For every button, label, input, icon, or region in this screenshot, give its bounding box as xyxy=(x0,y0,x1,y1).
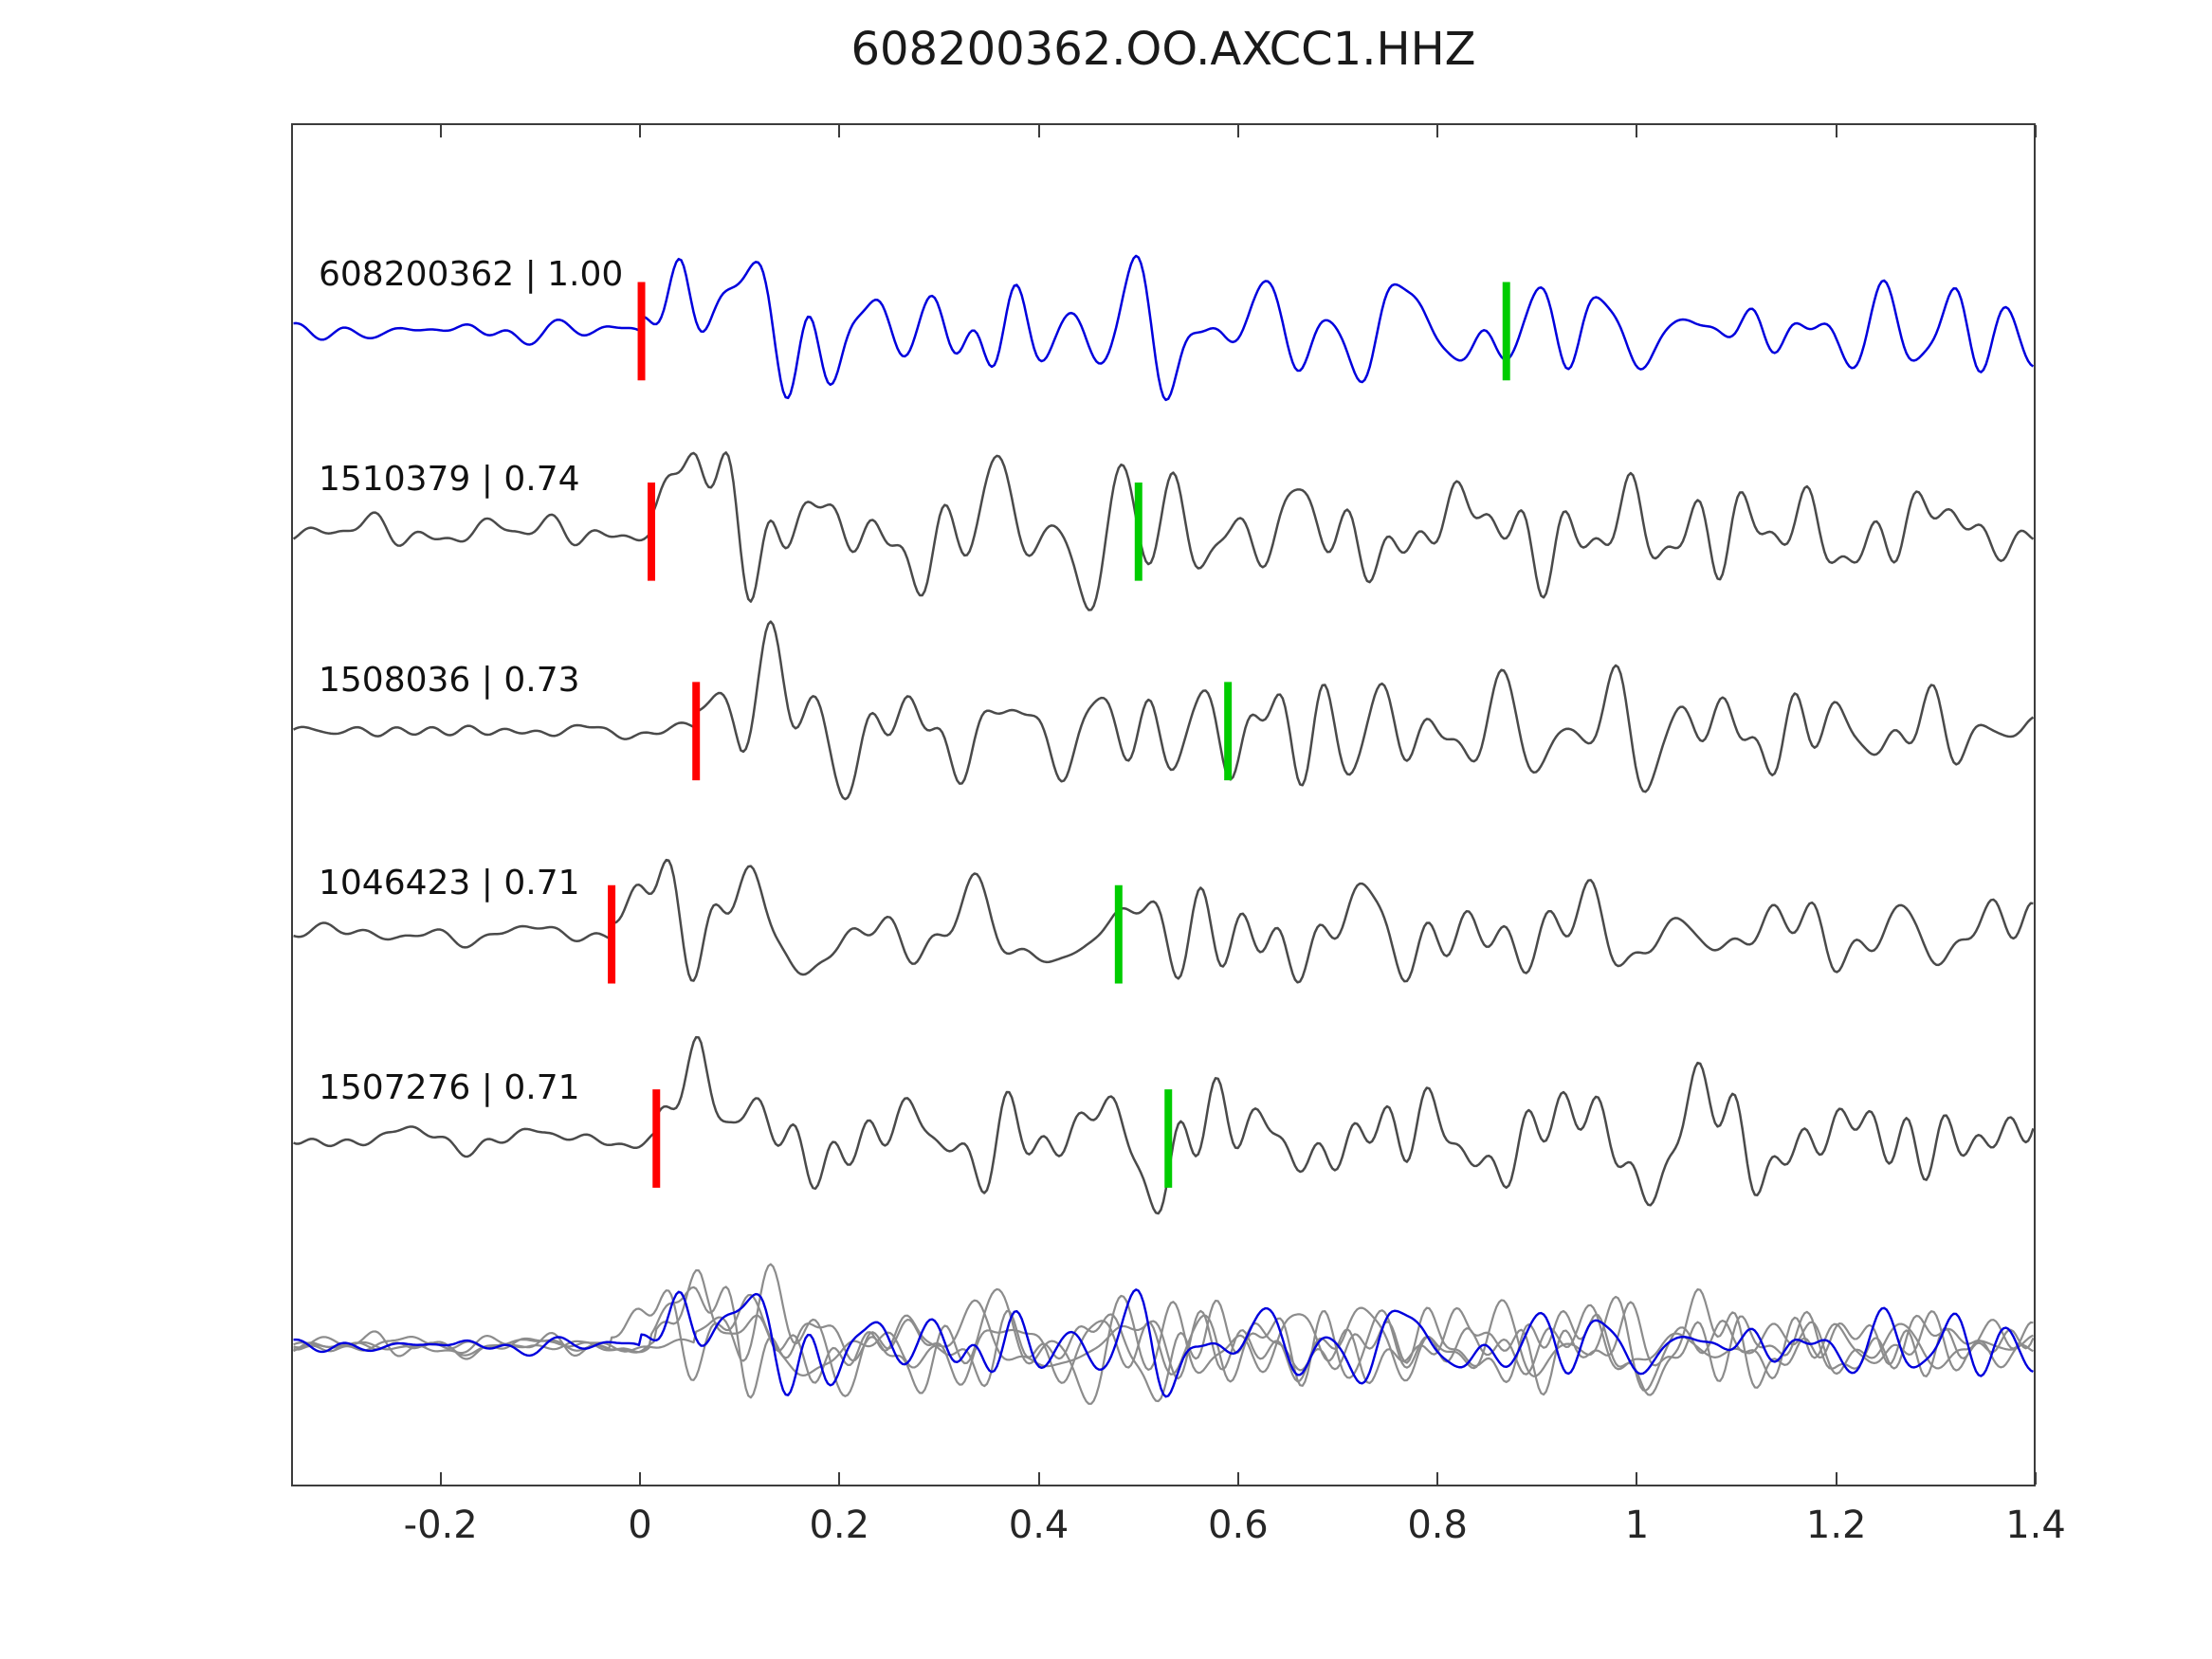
x-tick-label: 1.4 xyxy=(2005,1504,2066,1547)
x-tick-label: 0.6 xyxy=(1208,1504,1269,1547)
x-tick-label: 0.8 xyxy=(1407,1504,1468,1547)
x-tick-label: 1 xyxy=(1624,1504,1650,1547)
x-tick-label: 0 xyxy=(628,1504,652,1547)
overlay-waveform-1510379 xyxy=(293,1285,2034,1405)
waveform-608200362 xyxy=(293,254,2034,402)
waveform-1508036 xyxy=(293,620,2034,801)
waveform-1507276 xyxy=(293,1035,2034,1215)
x-tick-label: 1.2 xyxy=(1805,1504,1867,1547)
trace-label-1507276: 1507276 | 0.71 xyxy=(319,1068,580,1107)
trace-label-1510379: 1510379 | 0.74 xyxy=(319,460,580,499)
waveform-1510379 xyxy=(293,451,2034,611)
overlay-waveform-1046423 xyxy=(293,1289,2034,1383)
x-tick-label: -0.2 xyxy=(403,1504,478,1547)
x-tick-label: 0.2 xyxy=(809,1504,870,1547)
waveform-canvas xyxy=(293,254,2034,1405)
trace-label-1508036: 1508036 | 0.73 xyxy=(319,661,580,700)
trace-label-1046423: 1046423 | 0.71 xyxy=(319,864,580,902)
plot-area xyxy=(291,123,2036,1486)
chart-title: 608200362.OO.AXCC1.HHZ xyxy=(850,23,1476,76)
waveform-1046423 xyxy=(293,858,2034,984)
trace-label-608200362: 608200362 | 1.00 xyxy=(319,255,624,294)
x-tick-label: 0.4 xyxy=(1008,1504,1069,1547)
overlay-waveform-608200362 xyxy=(293,1288,2034,1398)
